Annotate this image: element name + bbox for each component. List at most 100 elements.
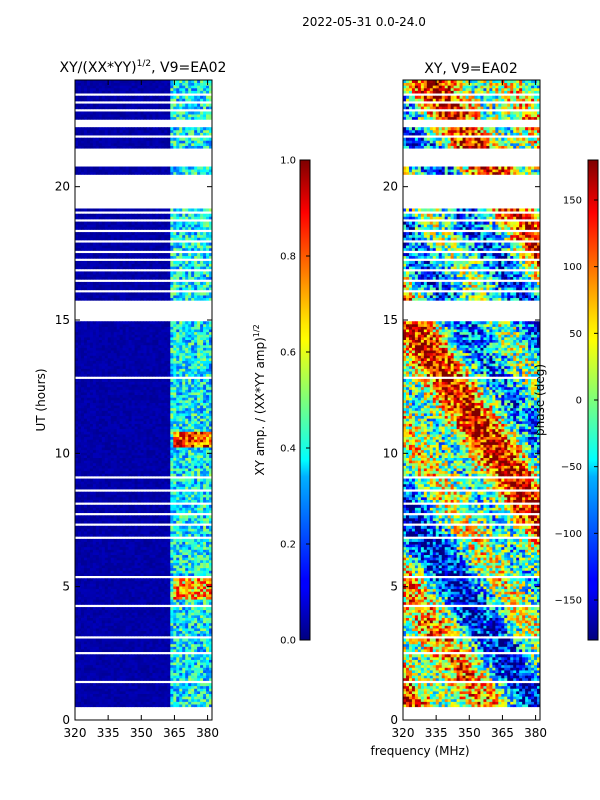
amp-heatmap-cell — [80, 628, 85, 632]
amp-heatmap-cell — [131, 399, 135, 403]
amp-heatmap-cell — [134, 683, 138, 687]
amp-heatmap-cell — [122, 612, 127, 616]
amp-heatmap-cell — [110, 510, 115, 514]
amp-heatmap-cell — [188, 552, 192, 556]
amp-heatmap-cell — [122, 436, 127, 440]
amp-heatmap-cell — [116, 491, 121, 495]
amp-heatmap-cell — [107, 441, 112, 445]
amp-heatmap-cell — [137, 457, 141, 461]
amp-heatmap-cell — [128, 431, 132, 435]
amp-heatmap-cell — [101, 570, 106, 574]
amp-heatmap-cell — [143, 554, 147, 558]
amp-heatmap-cell — [206, 486, 210, 490]
amp-heatmap-cell — [101, 402, 106, 406]
amp-heatmap-cell — [152, 607, 156, 611]
amp-heatmap-cell — [113, 659, 118, 663]
amp-heatmap-cell — [92, 420, 97, 424]
amp-heatmap-cell — [149, 413, 153, 417]
amp-heatmap-cell — [131, 570, 135, 574]
amp-heatmap-cell — [113, 622, 118, 626]
amp-heatmap-cell — [200, 431, 204, 435]
amp-heatmap-cell — [143, 531, 147, 535]
amp-heatmap-cell — [194, 517, 198, 521]
amp-heatmap-cell — [128, 693, 132, 697]
amp-heatmap-cell — [146, 638, 150, 642]
amp-heatmap-cell — [116, 683, 121, 687]
amp-heatmap-cell — [95, 643, 100, 647]
amp-heatmap-cell — [209, 588, 212, 592]
amp-heatmap-cell — [176, 460, 180, 464]
amp-heatmap-cell — [89, 549, 94, 553]
amp-heatmap-cell — [173, 496, 177, 500]
amp-heatmap-cell — [188, 638, 192, 642]
amp-heatmap-cell — [116, 677, 121, 681]
amp-heatmap-cell — [86, 572, 91, 576]
amp-heatmap-cell — [158, 538, 162, 542]
amp-heatmap-cell — [179, 462, 183, 466]
amp-heatmap-cell — [200, 622, 204, 626]
amp-heatmap-cell — [200, 531, 204, 535]
amp-heatmap-cell — [167, 533, 171, 537]
amp-heatmap-cell — [137, 672, 141, 676]
amp-heatmap-cell — [110, 612, 115, 616]
amp-heatmap-cell — [206, 515, 210, 519]
amp-heatmap-cell — [206, 701, 210, 705]
amp-heatmap-cell — [113, 664, 118, 668]
amp-heatmap-cell — [86, 504, 91, 508]
amp-heatmap-cell — [125, 415, 130, 419]
amp-heatmap-cell — [128, 677, 132, 681]
amp-heatmap-cell — [209, 698, 212, 702]
amp-heatmap-cell — [179, 690, 183, 694]
amp-heatmap-cell — [200, 541, 204, 545]
amp-heatmap-cell — [86, 662, 91, 666]
amp-heatmap-cell — [161, 439, 165, 443]
amp-heatmap-cell — [191, 593, 195, 597]
amp-heatmap-cell — [95, 486, 100, 490]
amp-heatmap-cell — [113, 580, 118, 584]
amp-heatmap-cell — [209, 625, 212, 629]
amp-heatmap-cell — [203, 431, 207, 435]
amp-heatmap-cell — [128, 672, 132, 676]
amp-heatmap-cell — [176, 675, 180, 679]
amp-heatmap-cell — [137, 683, 141, 687]
amp-heatmap-cell — [128, 468, 132, 472]
amp-heatmap-cell — [182, 672, 186, 676]
amp-heatmap-cell — [197, 643, 201, 647]
amp-heatmap-cell — [182, 544, 186, 548]
amp-heatmap-cell — [161, 434, 165, 438]
amp-heatmap-cell — [167, 515, 171, 519]
amp-heatmap-cell — [164, 452, 168, 456]
amp-heatmap-cell — [179, 625, 183, 629]
amp-heatmap-cell — [146, 591, 150, 595]
amp-heatmap-cell — [104, 565, 109, 569]
amp-heatmap-cell — [173, 628, 177, 632]
amp-heatmap-cell — [101, 426, 106, 430]
amp-heatmap-cell — [113, 672, 118, 676]
amp-heatmap-cell — [200, 491, 204, 495]
amp-heatmap-cell — [206, 614, 210, 618]
amp-heatmap-cell — [155, 473, 159, 477]
amp-heatmap-cell — [122, 664, 127, 668]
amp-heatmap-cell — [179, 520, 183, 524]
amp-heatmap-cell — [131, 633, 135, 637]
amp-heatmap-cell — [137, 428, 141, 432]
amp-heatmap-cell — [110, 444, 115, 448]
amp-heatmap-cell — [110, 397, 115, 401]
amp-heatmap-cell — [203, 593, 207, 597]
amp-heatmap-cell — [200, 420, 204, 424]
amp-heatmap-cell — [140, 685, 144, 689]
amp-heatmap-cell — [119, 496, 124, 500]
amp-heatmap-cell — [203, 557, 207, 561]
amp-heatmap-cell — [113, 462, 118, 466]
amp-heatmap-cell — [128, 599, 132, 603]
amp-heatmap-cell — [149, 483, 153, 487]
amp-heatmap-cell — [203, 439, 207, 443]
amp-heatmap-cell — [164, 528, 168, 532]
amp-heatmap-cell — [86, 656, 91, 660]
amp-heatmap-cell — [122, 617, 127, 621]
amp-heatmap-cell — [140, 491, 144, 495]
amp-heatmap-cell — [164, 567, 168, 571]
amp-heatmap-cell — [80, 499, 85, 503]
amp-heatmap-cell — [134, 392, 138, 396]
amp-heatmap-cell — [131, 565, 135, 569]
